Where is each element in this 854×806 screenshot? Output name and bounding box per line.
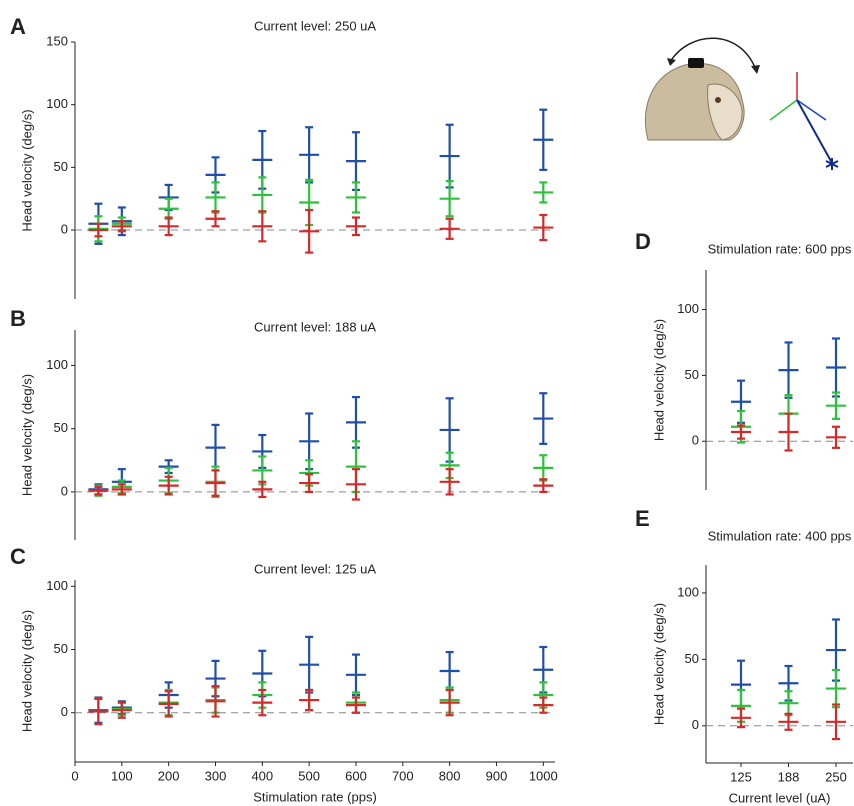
panel-letter: A [10,14,26,39]
panel-title: Current level: 188 uA [254,319,376,334]
rotation-arrow [669,37,757,71]
y-tick-label: 0 [61,704,68,719]
y-tick-label: 50 [54,159,68,174]
y-tick-label: 0 [692,717,699,732]
y-tick-label: 100 [46,578,68,593]
x-tick-label: 600 [345,768,367,783]
y-axis-label: Head velocity (deg/s) [651,603,666,725]
x-tick-label: 200 [158,768,180,783]
monkey-illustration [644,37,839,170]
panel-letter: E [635,506,650,531]
x-tick-label: 125 [730,769,752,784]
y-tick-label: 100 [677,301,699,316]
x-tick-label: 250 [825,769,847,784]
panel-letter: C [10,544,26,569]
y-tick-label: 100 [677,584,699,599]
panel-letter: D [635,229,651,254]
y-tick-label: 50 [685,367,699,382]
panel-title: Current level: 250 uA [254,18,376,33]
x-tick-label: 300 [205,768,227,783]
axis-blue [796,99,827,121]
device [688,58,704,68]
x-axis-label: Stimulation rate (pps) [253,789,377,804]
x-tick-label: 800 [439,768,461,783]
axis-green [769,99,798,121]
panel-letter: B [10,306,26,331]
eye [715,97,721,103]
y-tick-label: 50 [54,420,68,435]
stim-axis [796,99,833,164]
y-axis-label: Head velocity (deg/s) [19,610,34,732]
x-tick-label: 188 [778,769,800,784]
y-tick-label: 0 [61,483,68,498]
y-tick-label: 0 [61,221,68,236]
x-tick-label: 900 [486,768,508,783]
y-tick-label: 100 [46,357,68,372]
x-axis-label: Current level (uA) [729,790,831,805]
x-tick-label: 0 [71,768,78,783]
x-tick-label: 700 [392,768,414,783]
x-tick-label: 100 [111,768,133,783]
panel-title: Current level: 125 uA [254,561,376,576]
y-tick-label: 150 [46,33,68,48]
x-tick-label: 500 [298,768,320,783]
y-axis-label: Head velocity (deg/s) [19,109,34,231]
y-tick-label: 50 [685,651,699,666]
panel-title: Stimulation rate: 400 pps [708,528,852,543]
x-tick-label: 400 [251,768,273,783]
y-tick-label: 100 [46,96,68,111]
asterisk [825,158,839,170]
y-tick-label: 50 [54,641,68,656]
x-tick-label: 1000 [529,768,558,783]
y-tick-label: 0 [692,433,699,448]
panel-title: Stimulation rate: 600 pps [708,241,852,256]
y-axis-label: Head velocity (deg/s) [19,374,34,496]
y-axis-label: Head velocity (deg/s) [651,319,666,441]
